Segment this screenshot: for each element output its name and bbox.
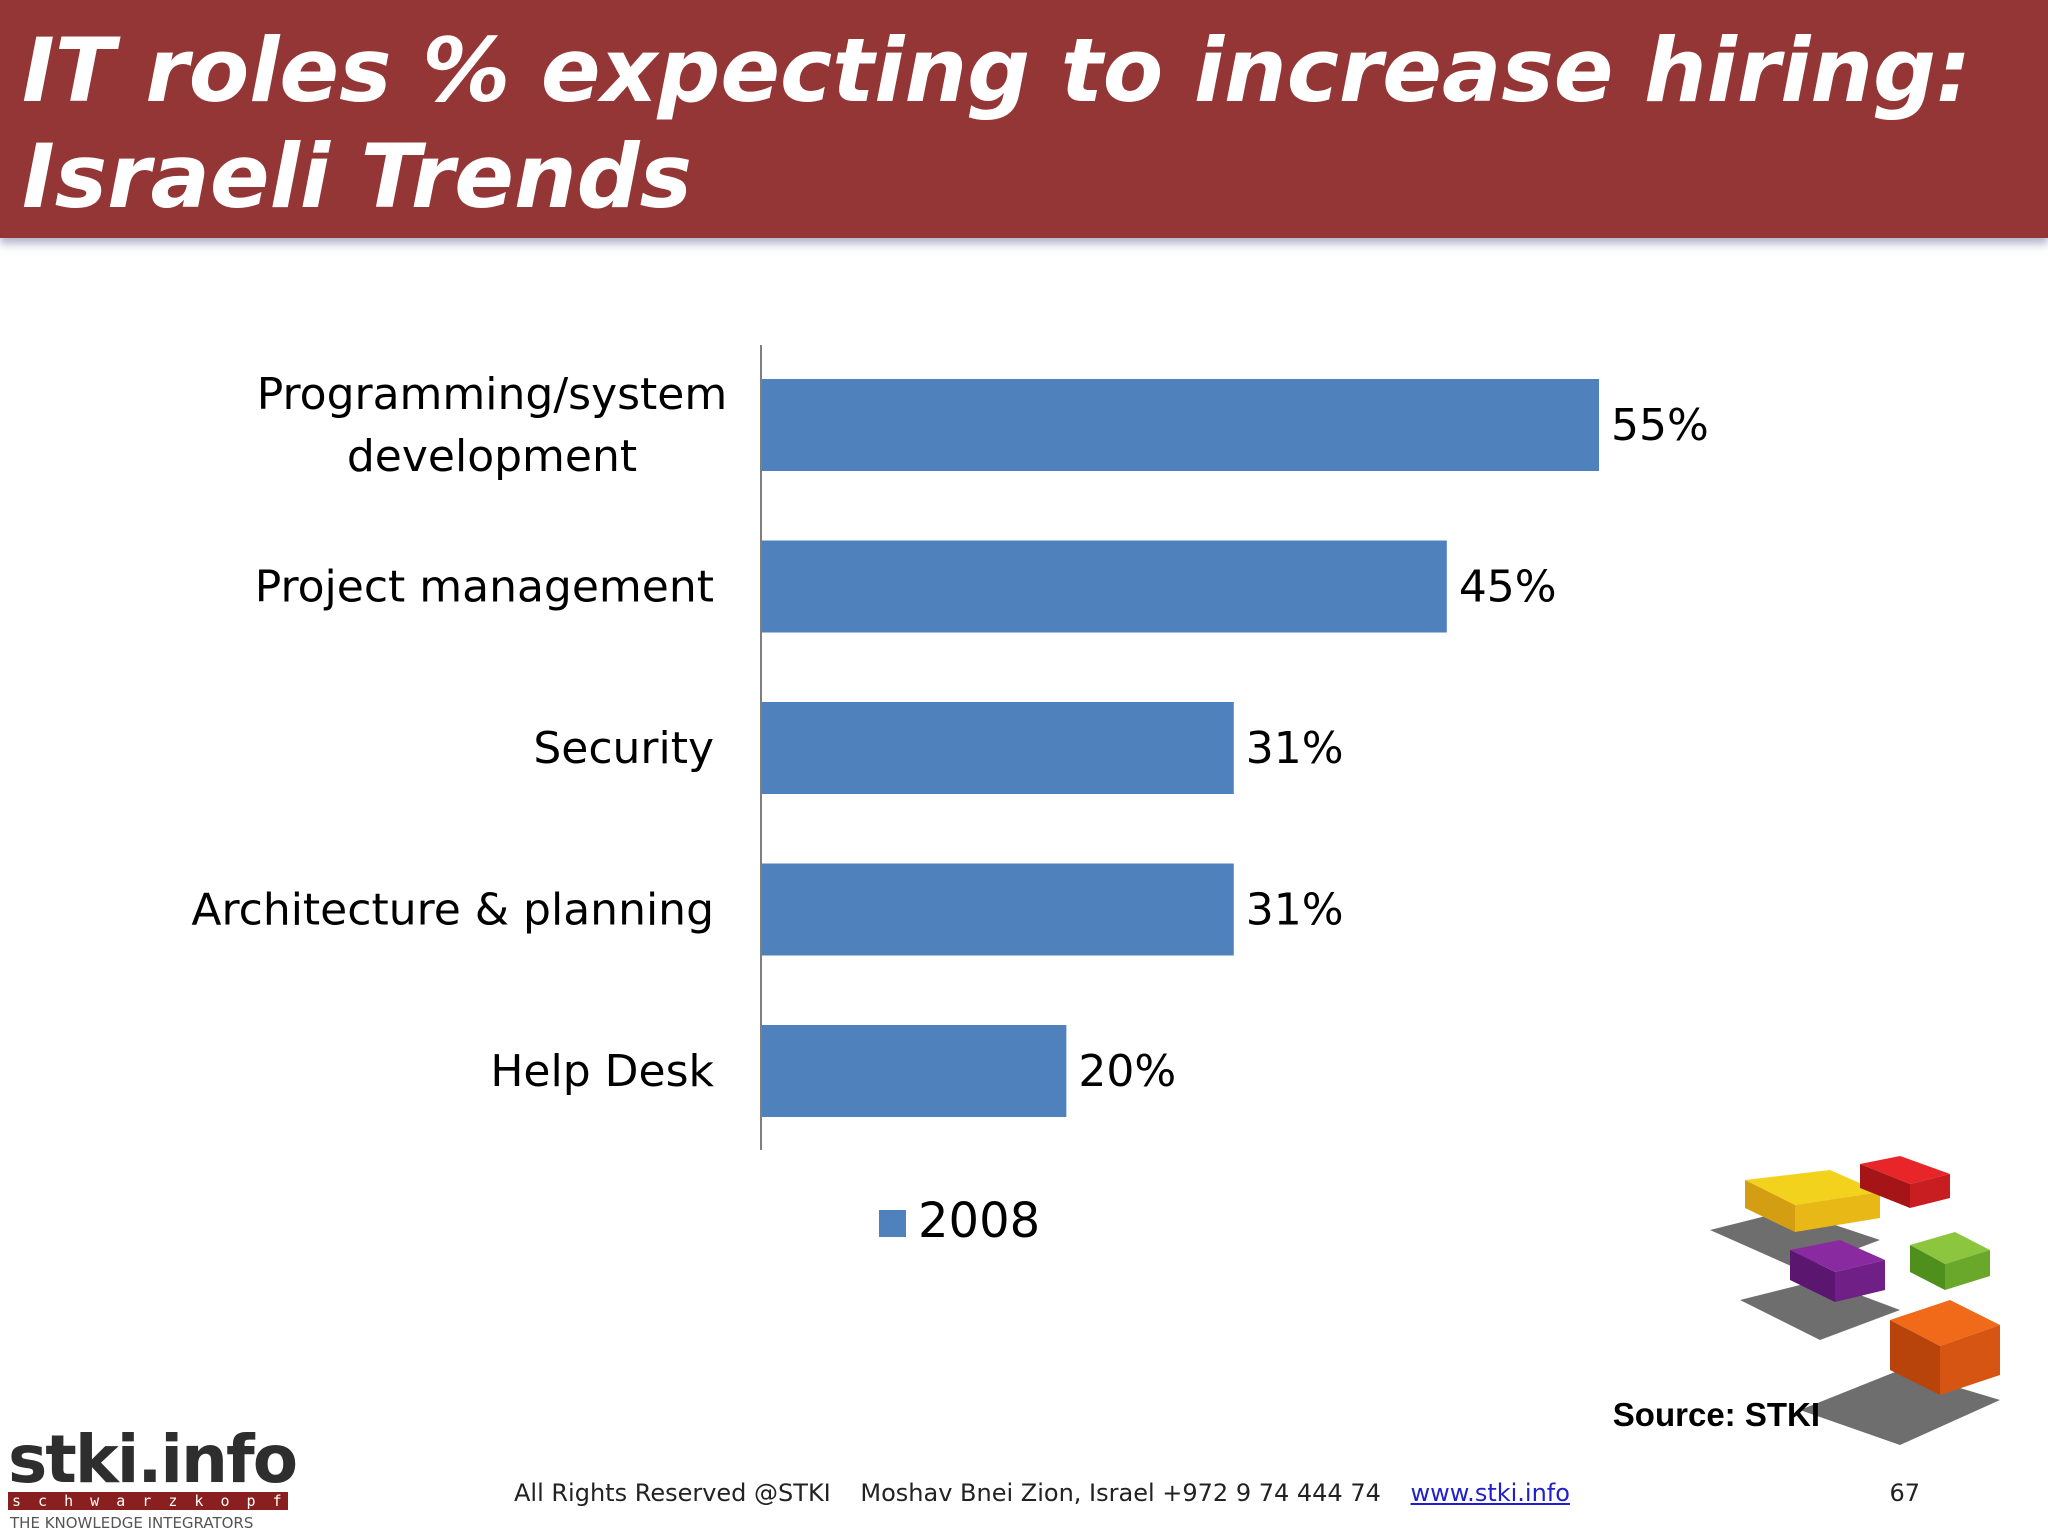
category-label-3: Architecture & planning [191, 885, 714, 936]
legend-label: 2008 [918, 1193, 1040, 1249]
bar-4 [762, 1025, 1067, 1117]
category-label-line: Project management [255, 562, 714, 613]
bar-0 [762, 379, 1599, 471]
data-label-1: 45% [1459, 562, 1557, 613]
page-number: 67 [1889, 1479, 1920, 1507]
footer-rights: All Rights Reserved @STKI [514, 1479, 831, 1507]
data-label-3: 31% [1246, 885, 1344, 936]
category-label-1: Project management [255, 562, 714, 613]
category-label-line: development [347, 431, 637, 482]
footer-address: Moshav Bnei Zion, Israel +972 9 74 444 7… [860, 1479, 1381, 1507]
red-block [1860, 1156, 1950, 1208]
bar-1 [762, 540, 1447, 633]
logo-wordmark: stki.info [8, 1421, 296, 1498]
data-label-4: 20% [1078, 1046, 1176, 1097]
category-label-2: Security [533, 723, 714, 774]
logo-tagline: THE KNOWLEDGE INTEGRATORS [9, 1514, 253, 1532]
footer-website-link[interactable]: www.stki.info [1410, 1479, 1570, 1507]
legend-swatch [879, 1210, 906, 1237]
category-label-line: Security [533, 723, 714, 774]
stki-logo: stki.info s c h w a r z k o p f THE KNOW… [6, 1420, 298, 1532]
logo-bar [8, 1492, 288, 1510]
bar-3 [762, 863, 1234, 956]
category-label-0: Programming/system development [257, 369, 727, 482]
lego-blocks-image [1710, 1156, 2000, 1445]
data-label-2: 31% [1246, 723, 1344, 774]
purple-block [1790, 1240, 1885, 1302]
footer: All Rights Reserved @STKI Moshav Bnei Zi… [514, 1479, 1570, 1507]
title-band: IT roles % expecting to increase hiring:… [0, 0, 2048, 238]
orange-block [1890, 1300, 2000, 1395]
data-label-0: 55% [1611, 400, 1709, 451]
source-note: Source: STKI [1612, 1396, 1820, 1433]
bar-2 [762, 702, 1234, 794]
category-label-4: Help Desk [490, 1046, 714, 1097]
slide-title: IT roles % expecting to increase hiring:… [22, 19, 1972, 228]
category-label-line: Programming/system [257, 369, 727, 420]
green-block [1910, 1232, 1990, 1290]
category-label-line: Architecture & planning [191, 885, 714, 936]
yellow-block [1745, 1170, 1880, 1232]
category-label-line: Help Desk [490, 1046, 714, 1097]
logo-subtitle: s c h w a r z k o p f [12, 1492, 286, 1510]
